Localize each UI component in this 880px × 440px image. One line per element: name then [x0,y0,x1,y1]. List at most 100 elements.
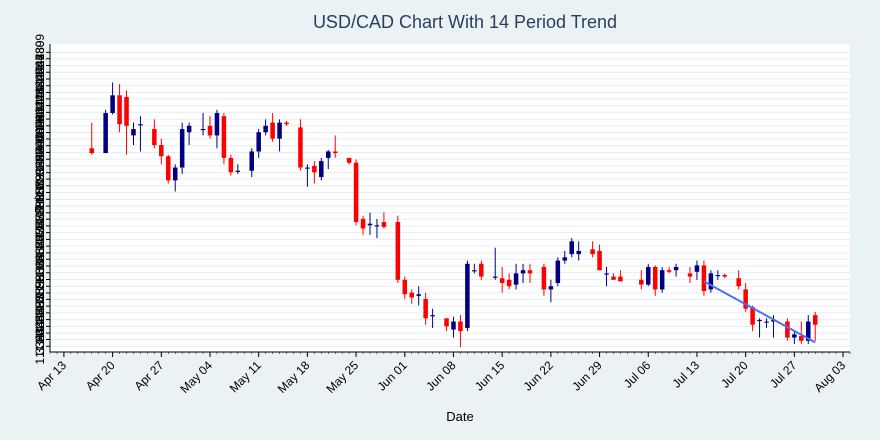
candle [611,273,616,280]
y-tick-label: 1.3684 [33,234,47,271]
candle [172,164,178,192]
candle-body [221,116,227,158]
candle [228,154,234,176]
y-tick-label: 1.3809 [33,194,47,231]
chart-title: USD/CAD Chart With 14 Period Trend [313,12,617,32]
y-tick-label: 1.4101 [33,100,47,137]
candle [785,318,790,341]
candle [131,122,136,146]
candle-body [715,275,721,277]
candle-body [249,151,254,171]
candle [263,119,268,136]
candle [652,265,658,296]
candle-body [298,127,303,168]
candle-body [270,122,275,139]
candle [694,260,700,280]
candle [764,318,769,328]
y-tick-label: 1.3455 [33,308,47,345]
candle-body [743,289,748,309]
candle-body [465,263,470,328]
candle-body [166,156,171,181]
y-tick-label: 1.3997 [33,134,47,171]
candle-body [750,307,755,325]
candle-body [541,266,547,290]
candle [604,266,609,287]
candle-body [458,321,463,332]
y-tick-label: 1.3768 [33,207,47,244]
candle-body [618,276,623,282]
candle [576,241,581,261]
candle-body [110,95,115,113]
candle-body [326,151,331,158]
candle [687,266,693,284]
candle [207,116,213,139]
candles [89,82,818,348]
candle-body [785,321,790,338]
candle-body [527,270,533,274]
candle-body [381,222,387,227]
y-tick-label: 1.4205 [33,67,47,104]
candle [527,263,533,284]
candle-body [736,278,741,287]
candle [186,122,192,146]
y-tick-label: 1.4080 [33,107,47,144]
candle [548,279,554,303]
grid-lines [50,51,850,347]
candle [312,161,317,184]
y-tick-label: 1.3414 [33,321,47,358]
y-tick-label: 1.3434 [33,314,47,351]
candle [249,148,254,178]
y-tick-label: 1.3643 [33,247,47,284]
candle [326,149,331,170]
y-tick-label: 1.4018 [33,127,47,164]
y-tick-label: 1.4226 [33,60,47,97]
y-tick-label: 1.3622 [33,254,47,291]
candle-body [186,125,192,133]
candle [750,305,755,332]
candle [666,266,672,274]
y-tick-label: 1.3664 [33,241,47,278]
candle [298,119,303,171]
candle-body [305,167,310,169]
axes [49,44,850,353]
candle [618,270,623,282]
candle-body [576,250,581,255]
candle [89,122,94,155]
y-tick-label: 1.3518 [33,287,47,324]
candle [479,260,484,280]
candle-body [562,257,568,261]
candle [458,315,463,348]
candle [416,286,421,306]
candle [152,119,157,149]
candle [520,263,526,284]
x-axis-label: Date [446,409,473,424]
candle-body [319,161,324,178]
plot-area [50,44,850,352]
candle [659,266,665,293]
candle-body [666,270,672,272]
candle [367,212,373,235]
candle [270,112,275,142]
y-tick-label: 1.4289 [33,40,47,77]
candle [360,215,366,235]
candle-body [659,270,665,290]
y-tick-label: 1.3914 [33,160,47,197]
candle-body [472,270,477,272]
candle-body [597,250,602,271]
candle [277,119,282,152]
candle [423,292,428,325]
y-tick-label: 1.4164 [33,80,47,117]
candle-body [451,321,456,330]
y-tick-label: 1.4184 [33,74,47,111]
candle [444,318,449,332]
candle-body [430,315,435,317]
candle [792,331,797,344]
candle [639,270,644,290]
candle-body [103,112,108,154]
candle-body [207,125,213,136]
candle [124,90,129,155]
y-tick-label: 1.3539 [33,281,47,318]
candle-body [138,124,143,126]
